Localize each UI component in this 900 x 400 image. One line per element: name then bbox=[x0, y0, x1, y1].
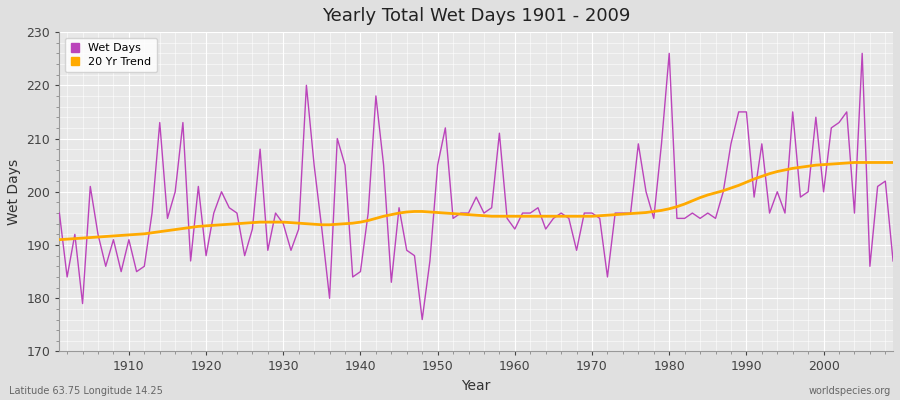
Wet Days bbox=[417, 317, 428, 322]
20 Yr Trend bbox=[332, 222, 343, 227]
Line: Wet Days: Wet Days bbox=[59, 53, 893, 320]
Line: 20 Yr Trend: 20 Yr Trend bbox=[59, 162, 893, 240]
Legend: Wet Days, 20 Yr Trend: Wet Days, 20 Yr Trend bbox=[65, 38, 157, 72]
20 Yr Trend bbox=[501, 214, 512, 219]
Wet Days bbox=[664, 51, 675, 56]
Text: Latitude 63.75 Longitude 14.25: Latitude 63.75 Longitude 14.25 bbox=[9, 386, 163, 396]
20 Yr Trend bbox=[887, 160, 898, 165]
Title: Yearly Total Wet Days 1901 - 2009: Yearly Total Wet Days 1901 - 2009 bbox=[322, 7, 630, 25]
20 Yr Trend bbox=[116, 233, 127, 238]
Text: worldspecies.org: worldspecies.org bbox=[809, 386, 891, 396]
Wet Days bbox=[887, 258, 898, 263]
Wet Days bbox=[610, 211, 621, 216]
20 Yr Trend bbox=[509, 214, 520, 219]
Wet Days bbox=[116, 269, 127, 274]
20 Yr Trend bbox=[849, 160, 859, 165]
X-axis label: Year: Year bbox=[462, 379, 490, 393]
20 Yr Trend bbox=[602, 213, 613, 218]
Wet Days bbox=[54, 211, 65, 216]
Y-axis label: Wet Days: Wet Days bbox=[7, 159, 21, 225]
20 Yr Trend bbox=[285, 220, 296, 225]
Wet Days bbox=[518, 211, 528, 216]
Wet Days bbox=[332, 136, 343, 141]
20 Yr Trend bbox=[54, 237, 65, 242]
Wet Days bbox=[509, 227, 520, 232]
Wet Days bbox=[285, 248, 296, 253]
